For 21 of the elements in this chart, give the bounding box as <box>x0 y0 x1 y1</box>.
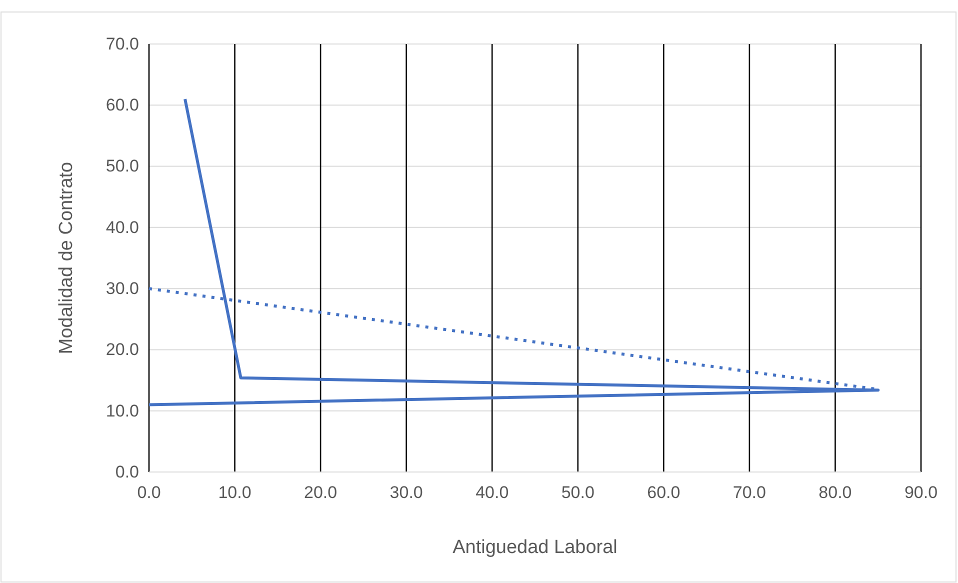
x-tick-label: 80.0 <box>818 483 852 502</box>
line-series <box>148 98 880 406</box>
y-tick-label: 70.0 <box>106 34 139 54</box>
y-tick-label: 30.0 <box>106 279 139 298</box>
x-tick-label: 10.0 <box>218 483 252 502</box>
x-axis-title: Antiguedad Laboral <box>452 537 618 558</box>
x-tick-label: 0.0 <box>137 483 161 502</box>
x-tick-label: 50.0 <box>561 483 594 502</box>
x-tick-label: 70.0 <box>732 483 766 502</box>
y-tick-label: 20.0 <box>106 340 139 360</box>
x-tick-label: 40.0 <box>476 483 509 502</box>
y-axis-title: Modalidad de Contrato <box>56 162 77 354</box>
y-tick-label: 0.0 <box>115 462 139 482</box>
x-tick-label: 30.0 <box>390 483 423 502</box>
y-tick-label: 40.0 <box>106 218 139 237</box>
y-tick-label: 50.0 <box>106 156 139 176</box>
x-tick-label: 20.0 <box>304 483 338 502</box>
y-tick-label: 60.0 <box>106 96 139 115</box>
x-tick-label: 90.0 <box>904 483 938 502</box>
x-tick-label: 60.0 <box>647 483 680 502</box>
y-tick-label: 10.0 <box>106 401 139 420</box>
